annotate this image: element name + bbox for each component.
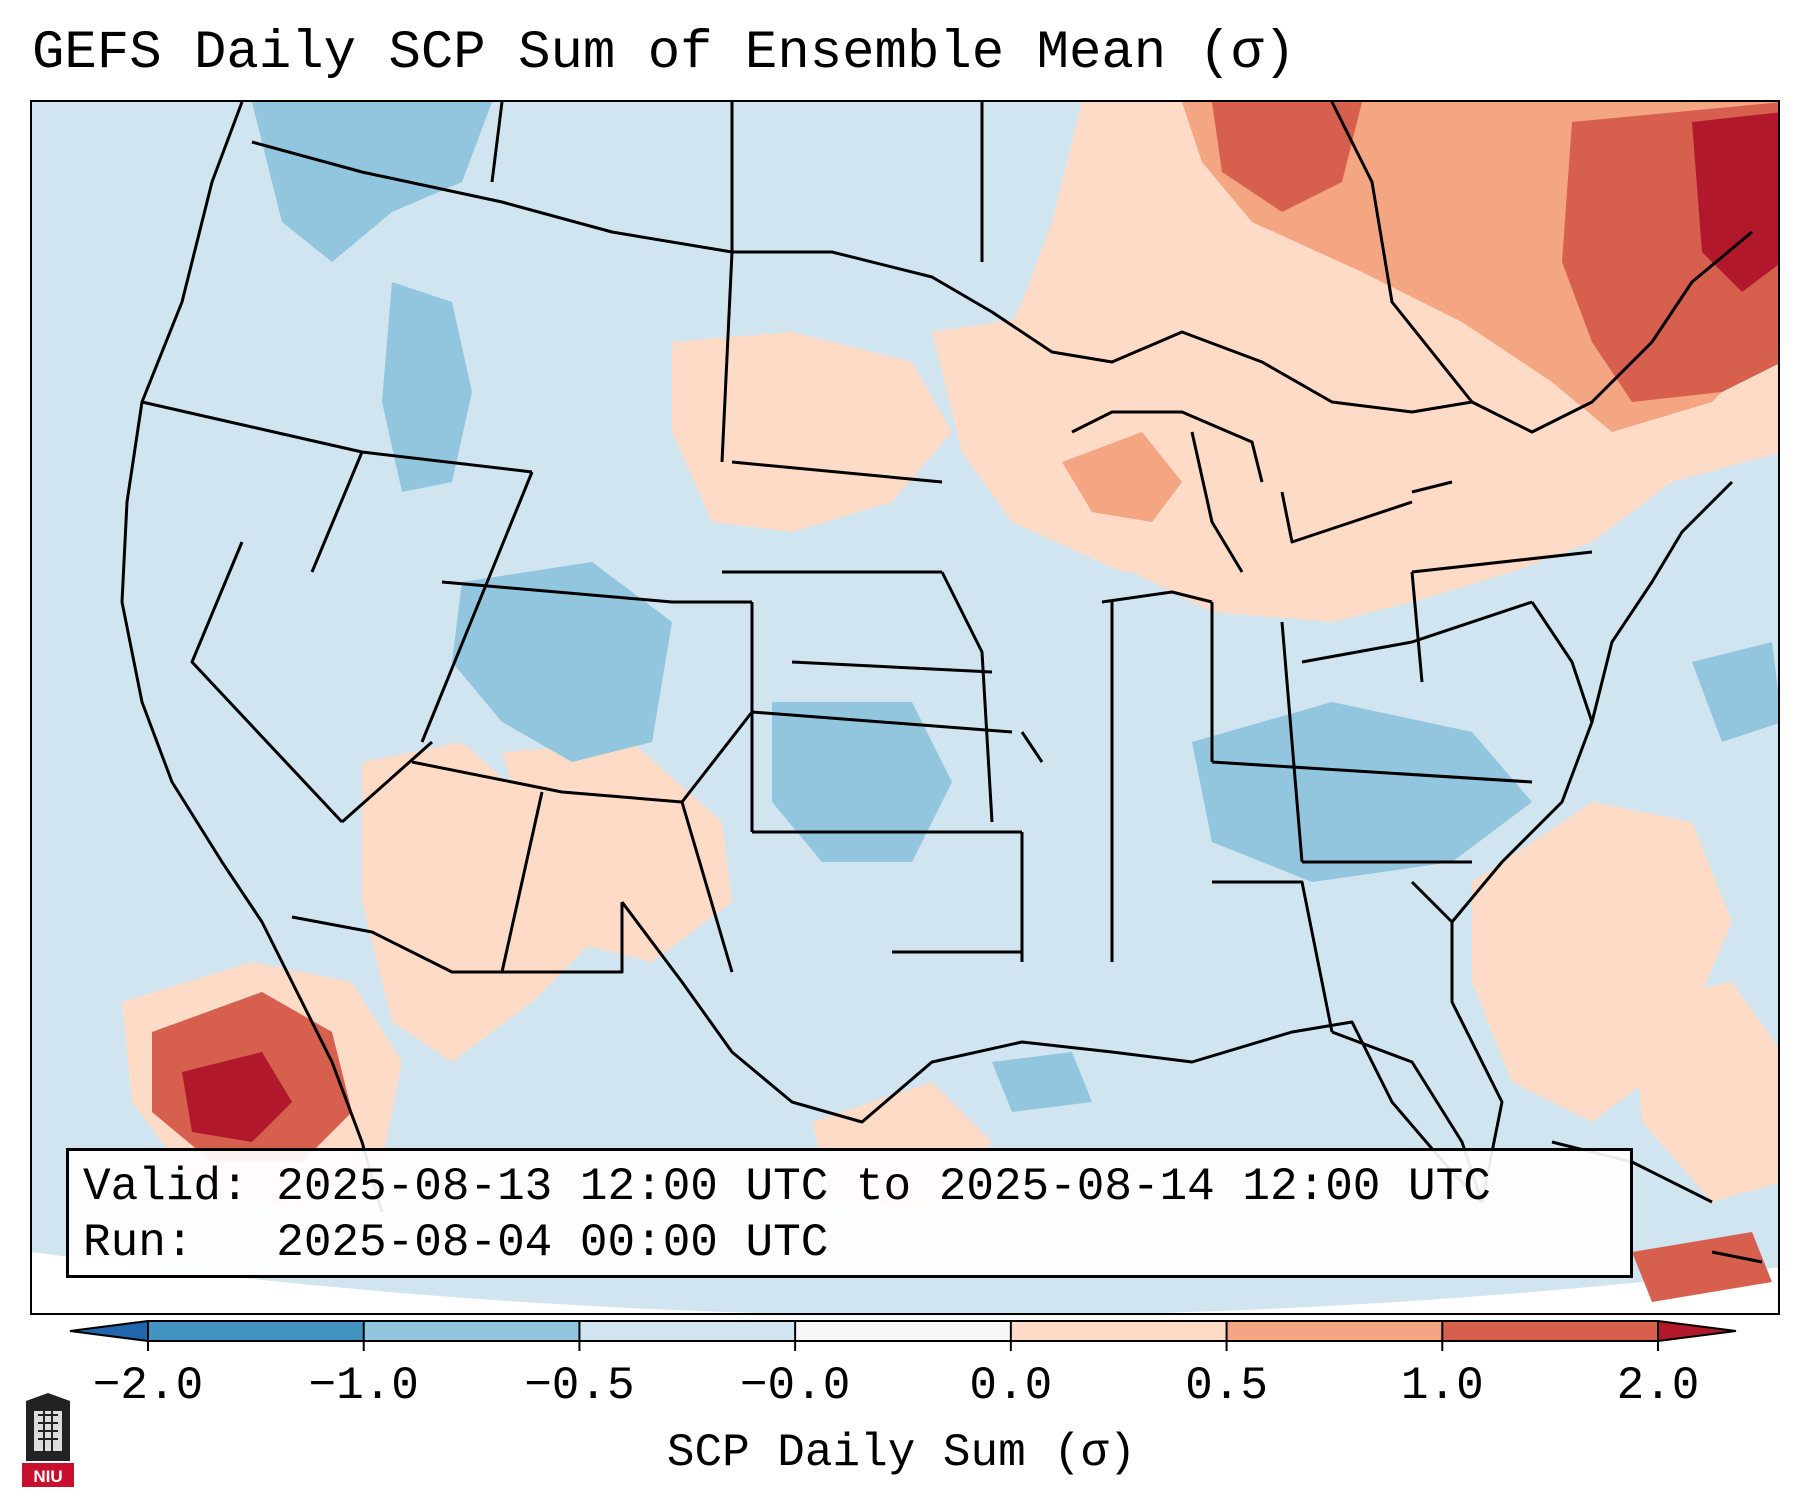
state-lines-east bbox=[1110, 550, 1594, 1033]
atlantic-anomaly-2 bbox=[1632, 982, 1778, 1202]
valid-line: Valid: 2025-08-13 12:00 UTC to 2025-08-1… bbox=[83, 1161, 1491, 1213]
great-lakes bbox=[1071, 410, 1453, 573]
colorbar-segment bbox=[1226, 1321, 1443, 1341]
kansas-anomaly bbox=[772, 702, 952, 862]
mexico-border bbox=[291, 902, 624, 974]
colorbar-label: SCP Daily Sum (σ) bbox=[666, 1427, 1137, 1479]
tennessee-anomaly bbox=[1192, 702, 1532, 882]
state-lines-central bbox=[720, 251, 1472, 962]
canadian-provinces bbox=[490, 102, 1474, 403]
niu-logo-icon: NIU bbox=[22, 1393, 74, 1487]
gulf-coast-blue bbox=[992, 1052, 1092, 1112]
colorbar-extend-high bbox=[1658, 1321, 1736, 1341]
colorbar-extend-low bbox=[70, 1321, 148, 1341]
caribbean-peak bbox=[1632, 1232, 1772, 1302]
colorbar-ticks bbox=[147, 1321, 1659, 1351]
colorbar-tick-label: −1.0 bbox=[308, 1360, 419, 1412]
idaho-anomaly bbox=[382, 282, 472, 492]
ontario-peak bbox=[1212, 102, 1362, 212]
colorbar-outline bbox=[69, 1320, 1737, 1342]
colorbar-segments bbox=[70, 1321, 1736, 1341]
atlantic-blue bbox=[1692, 642, 1778, 742]
colorbar-tick-label: 0.5 bbox=[1185, 1360, 1268, 1412]
maritimes-peak bbox=[1692, 112, 1778, 292]
negative-anomaly-regions bbox=[252, 102, 1778, 1112]
michigan-anomaly bbox=[1062, 432, 1182, 522]
niu-logo-banner bbox=[22, 1463, 74, 1487]
colorbar-segment bbox=[579, 1321, 796, 1341]
run-line: Run: 2025-08-04 00:00 UTC bbox=[83, 1217, 829, 1269]
colorbar-segment bbox=[1010, 1321, 1228, 1341]
great-lakes-anomaly bbox=[932, 312, 1292, 572]
baja-peak bbox=[182, 1052, 292, 1142]
new-mexico-anomaly bbox=[502, 742, 732, 962]
colorbar-segment bbox=[363, 1321, 580, 1341]
colorbar-segment bbox=[148, 1321, 365, 1341]
chart-title: GEFS Daily SCP Sum of Ensemble Mean (σ) bbox=[32, 23, 1296, 84]
us-west-coast bbox=[120, 102, 384, 1213]
us-canada-border bbox=[251, 140, 1753, 434]
colorbar-segment bbox=[1442, 1321, 1659, 1341]
colorbar-tick-label: 1.0 bbox=[1400, 1360, 1484, 1412]
colorbar-segment bbox=[795, 1321, 1012, 1341]
colorbar-tick-label: −0.0 bbox=[739, 1360, 851, 1412]
colorbar bbox=[69, 1320, 1737, 1351]
colorbar-tick-label: −2.0 bbox=[92, 1360, 204, 1412]
niu-logo-text: NIU bbox=[33, 1467, 62, 1486]
pacific-northwest-anomaly bbox=[252, 102, 492, 262]
map-panel bbox=[30, 100, 1780, 1315]
map-canvas bbox=[32, 102, 1778, 1313]
geographic-boundaries bbox=[120, 102, 1763, 1264]
outside-projection bbox=[32, 1252, 1778, 1313]
gulf-coast bbox=[620, 901, 1484, 1204]
valid-time-box: Valid: 2025-08-13 12:00 UTC to 2025-08-1… bbox=[66, 1148, 1633, 1278]
northern-plains-anomaly bbox=[672, 332, 952, 532]
colorbar-tick-label: −0.5 bbox=[524, 1360, 635, 1412]
colorbar-tick-label: 0.0 bbox=[969, 1360, 1053, 1412]
east-coast bbox=[1450, 480, 1734, 1203]
colorado-anomaly bbox=[452, 562, 672, 762]
positive-anomaly-regions bbox=[122, 102, 1778, 1302]
colorbar-tick-label: 2.0 bbox=[1616, 1360, 1700, 1412]
